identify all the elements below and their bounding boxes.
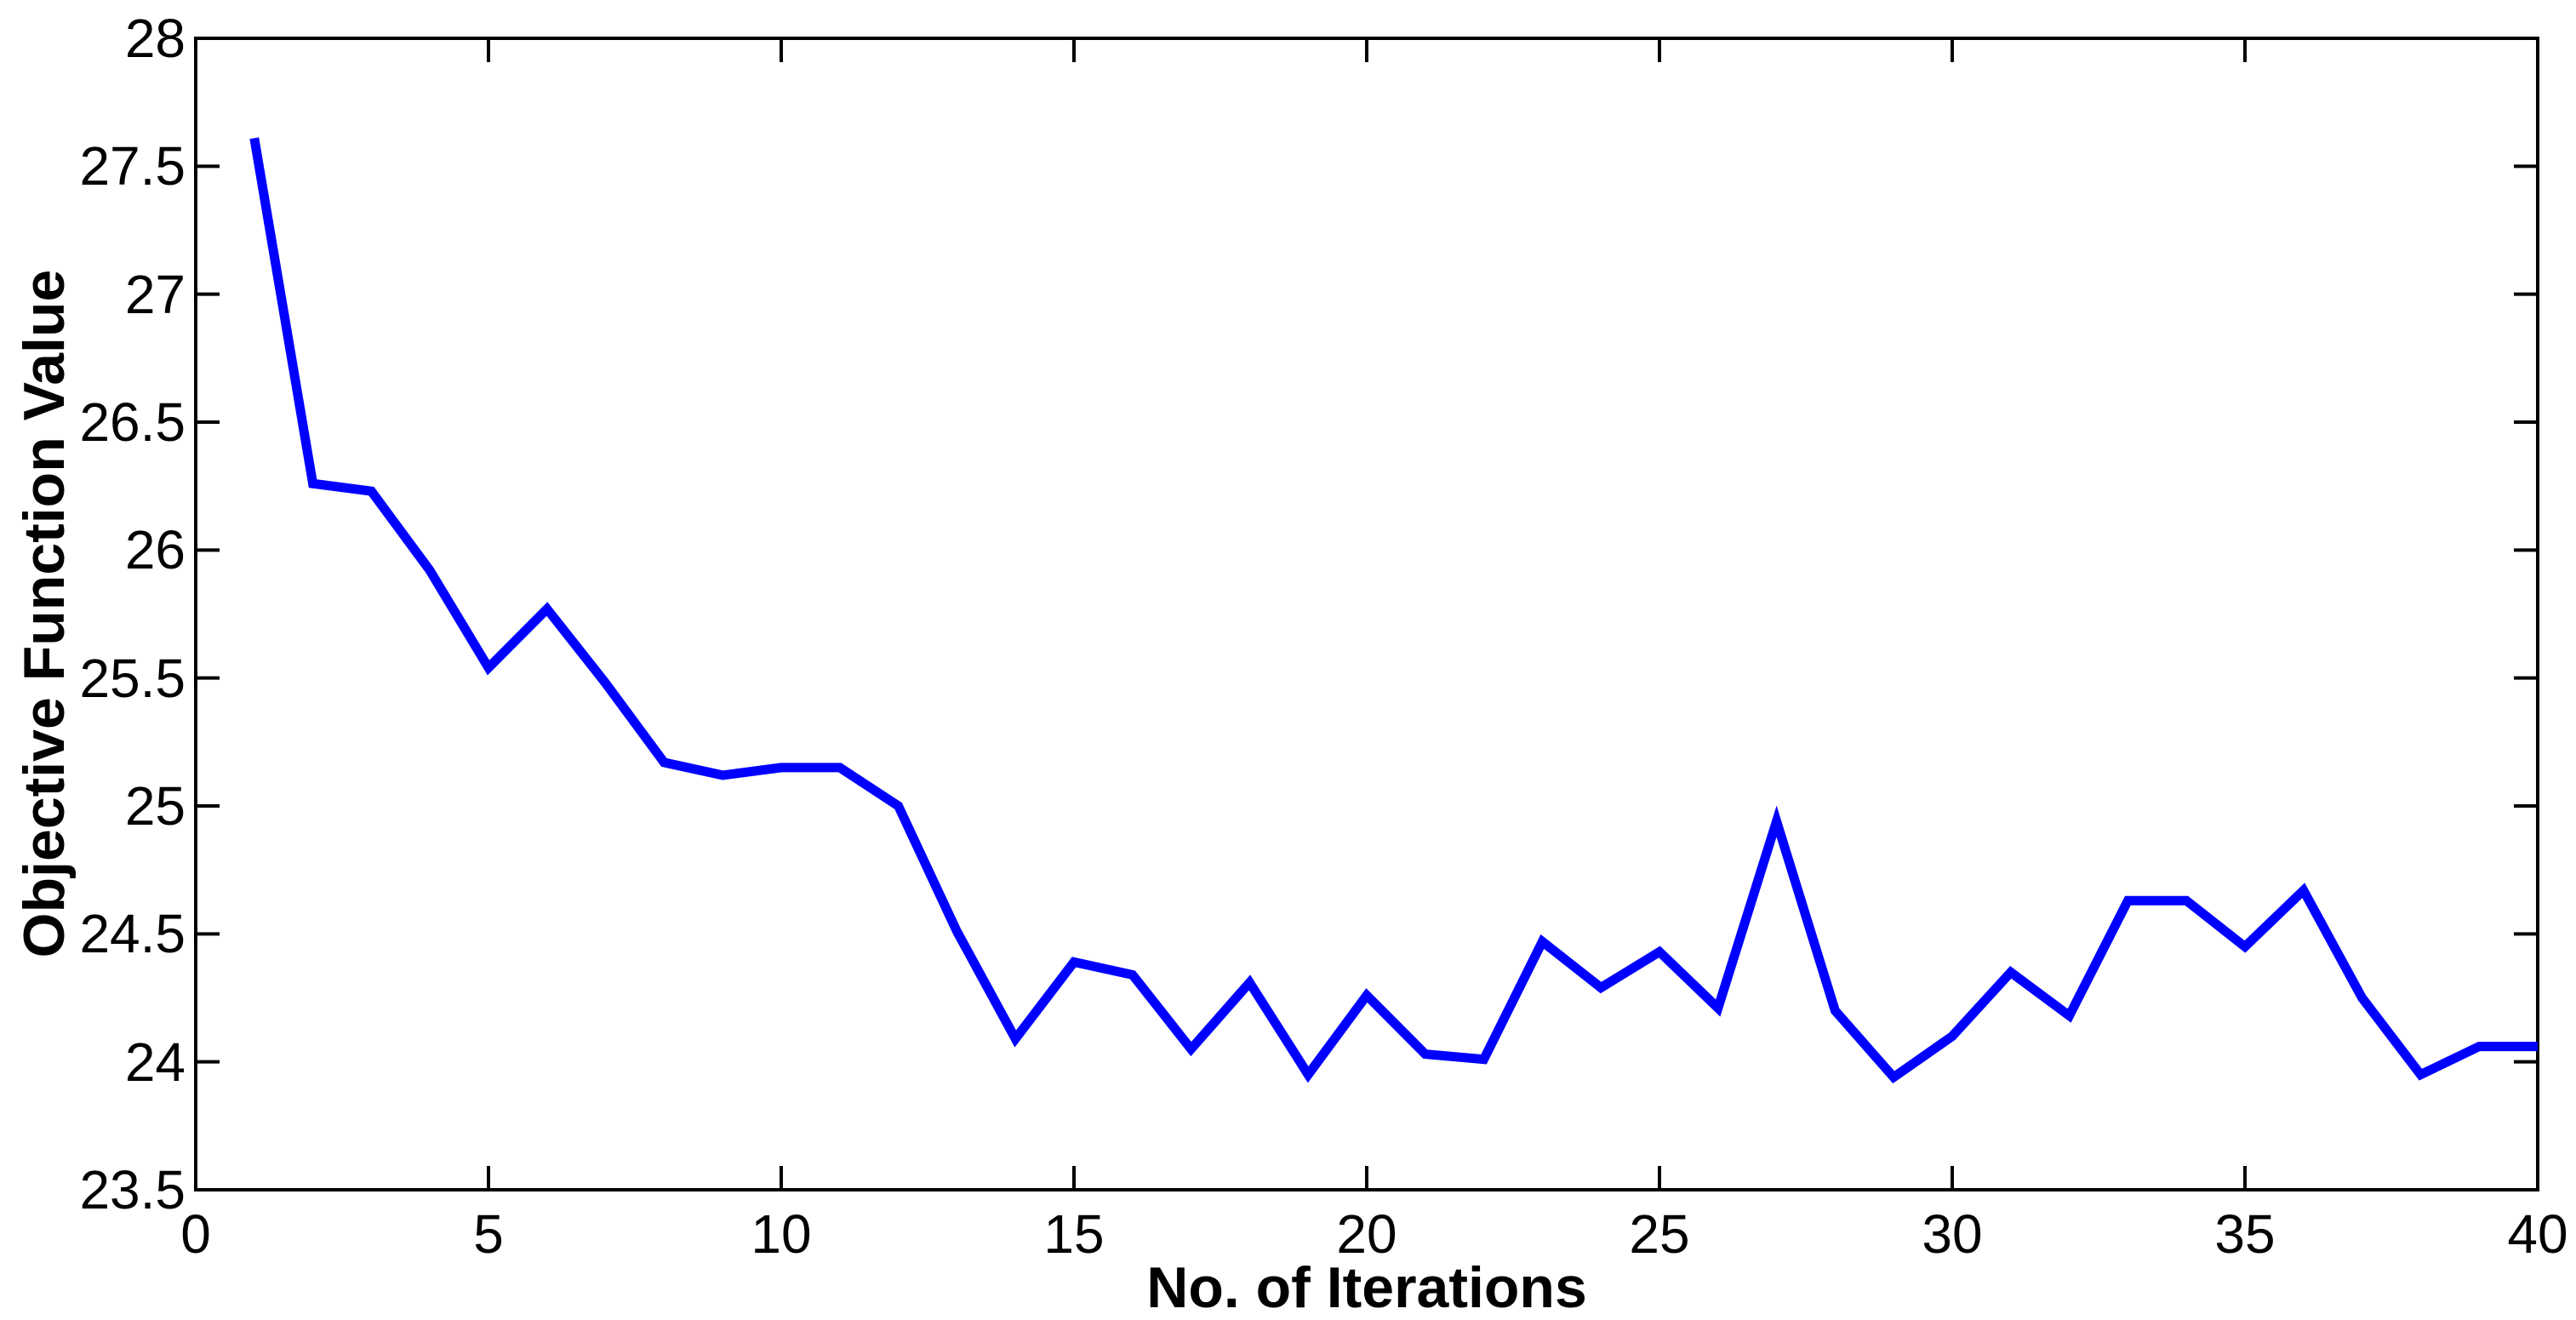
y-tick-label: 28 — [124, 8, 186, 69]
y-axis-label: Objective Function Value — [12, 269, 77, 958]
x-tick-label: 20 — [1336, 1203, 1397, 1265]
x-tick-label: 35 — [2214, 1203, 2276, 1265]
axis-tick-marks — [194, 37, 2539, 1191]
x-tick-label: 5 — [473, 1203, 504, 1265]
x-tick-label: 0 — [180, 1203, 211, 1265]
x-tick-label: 10 — [751, 1203, 812, 1265]
series-line — [249, 137, 2538, 1084]
y-tick-label: 24.5 — [79, 903, 186, 965]
x-tick-label: 40 — [2507, 1203, 2568, 1265]
x-tick-label: 15 — [1043, 1203, 1105, 1265]
y-tick-label: 23.5 — [79, 1159, 186, 1220]
y-tick-label: 26.5 — [79, 391, 186, 453]
y-tick-label: 26 — [124, 519, 186, 581]
x-tick-label: 30 — [1922, 1203, 1983, 1265]
x-tick-label: 25 — [1629, 1203, 1690, 1265]
y-tick-label: 27 — [124, 263, 186, 325]
y-tick-label: 25.5 — [79, 647, 186, 709]
x-axis-label: No. of Iterations — [1146, 1255, 1587, 1320]
y-tick-label: 27.5 — [79, 135, 186, 197]
y-tick-label: 24 — [124, 1031, 186, 1093]
y-tick-label: 25 — [124, 775, 186, 837]
